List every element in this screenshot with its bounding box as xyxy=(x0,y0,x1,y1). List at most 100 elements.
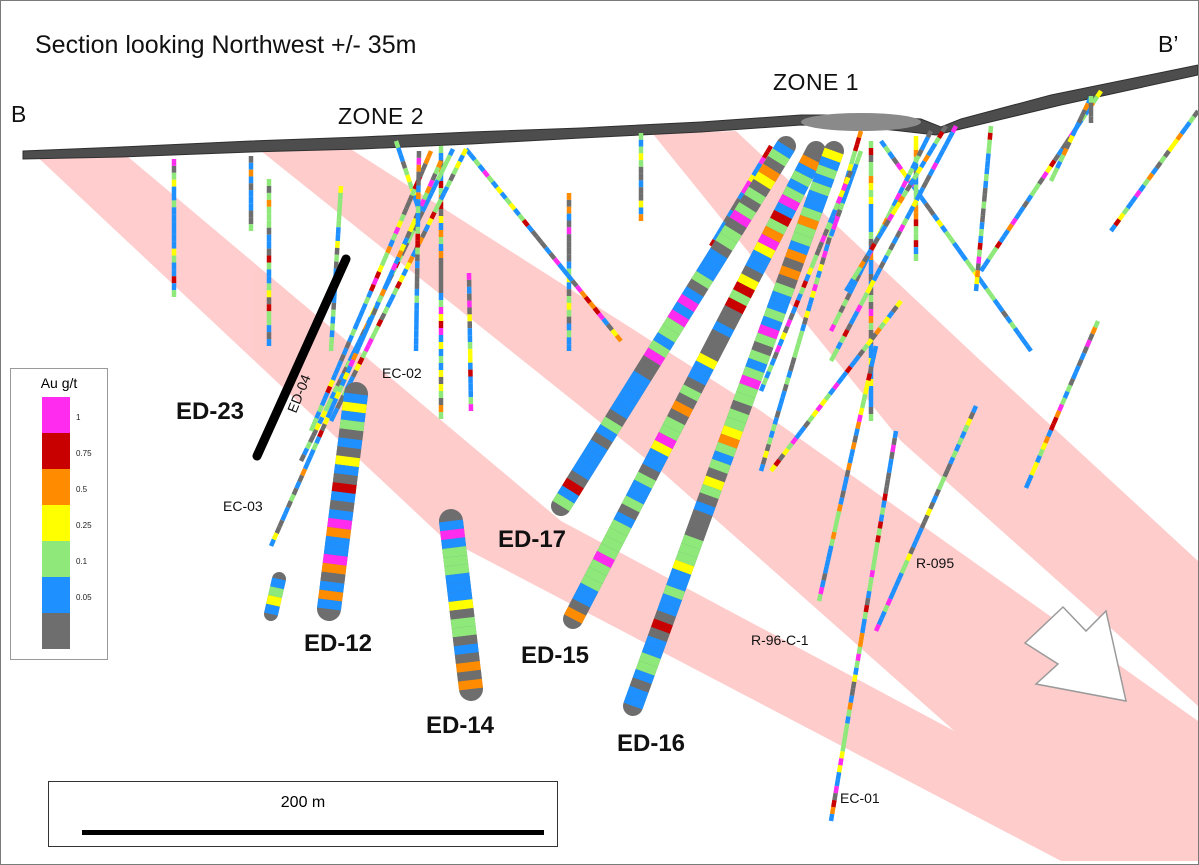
legend-swatch xyxy=(42,397,70,433)
drill-trace-interval xyxy=(862,611,869,620)
drill-trace-interval xyxy=(840,370,849,380)
drill-trace-interval xyxy=(407,194,414,203)
drill-trace-interval xyxy=(330,372,338,381)
drill-core-interval xyxy=(794,162,817,180)
drill-trace-interval xyxy=(916,527,924,536)
drill-trace-interval xyxy=(850,279,859,289)
drill-trace-interval xyxy=(291,487,299,496)
drill-trace-interval xyxy=(405,235,413,244)
drill-trace-interval xyxy=(855,653,862,662)
drill-trace-interval xyxy=(1032,461,1040,470)
drill-trace-interval xyxy=(885,597,893,607)
drill-trace-interval xyxy=(811,409,819,418)
drill-core-interval xyxy=(644,635,667,651)
drill-trace-interval xyxy=(855,421,862,430)
drill-trace-interval xyxy=(1044,165,1053,174)
drill-core-interval xyxy=(765,217,788,235)
drill-core-interval xyxy=(439,519,464,532)
drill-core-interval xyxy=(342,392,368,405)
drill-trace-interval xyxy=(865,285,873,295)
drill-trace-interval xyxy=(871,273,880,282)
drill-core-ed16 xyxy=(623,141,844,716)
drill-trace-interval xyxy=(857,267,865,276)
drill-core-interval xyxy=(662,316,685,336)
drill-trace-interval xyxy=(1067,134,1075,144)
drill-trace-interval xyxy=(400,160,408,169)
drill-trace-interval xyxy=(521,218,530,228)
drill-trace-interval xyxy=(983,173,989,182)
drill-core-interval xyxy=(815,164,838,180)
drill-trace-interval xyxy=(1008,321,1017,330)
drill-trace-interval xyxy=(829,806,836,815)
drill-trace-interval xyxy=(356,339,364,348)
drill-trace-interval xyxy=(923,202,932,211)
drill-trace-interval xyxy=(893,578,901,587)
drill-trace-interval xyxy=(809,290,817,299)
drill-core-interval xyxy=(557,485,580,504)
drill-trace-interval xyxy=(338,394,346,404)
drill-trace-interval xyxy=(934,155,942,165)
drill-trace-interval xyxy=(900,179,909,189)
legend-swatch xyxy=(42,541,70,577)
drill-trace-interval xyxy=(833,517,840,526)
drill-trace-interval xyxy=(817,263,824,272)
drill-core-interval xyxy=(662,416,685,434)
drill-trace-interval xyxy=(888,204,896,214)
drill-trace-interval xyxy=(826,552,832,561)
drill-trace-interval xyxy=(283,506,291,515)
drill-trace-interval xyxy=(433,166,441,175)
drill-trace-interval xyxy=(919,160,927,169)
drill-trace-interval xyxy=(1073,365,1081,374)
drill-trace-interval xyxy=(897,195,906,204)
drill-trace-interval xyxy=(777,338,785,347)
drill-core-interval xyxy=(454,652,480,664)
drill-trace-interval xyxy=(953,443,961,452)
drill-trace-interval xyxy=(1113,218,1122,227)
drill-core-interval xyxy=(625,487,648,505)
drill-core-interval xyxy=(327,517,353,530)
drill-trace-interval xyxy=(574,284,583,294)
drill-trace-interval xyxy=(992,298,1001,307)
drill-trace-interval xyxy=(772,417,779,425)
drill-trace-interval xyxy=(985,160,991,168)
drill-core-interval xyxy=(337,437,363,450)
drill-core-interval xyxy=(458,678,483,691)
drill-core-interval xyxy=(340,410,366,423)
drill-trace-interval xyxy=(948,236,956,245)
drill-trace-interval xyxy=(858,298,866,307)
drill-trace-interval xyxy=(401,268,409,277)
drill-trace-interval xyxy=(308,435,316,444)
drill-trace-interval xyxy=(887,458,894,467)
drill-trace-interval xyxy=(950,124,958,134)
drill-core-interval xyxy=(657,601,679,617)
drill-trace-interval xyxy=(910,161,918,170)
drill-trace-interval xyxy=(922,514,930,523)
drill-trace-interval xyxy=(390,232,398,241)
drill-core-interval xyxy=(705,467,728,483)
drill-trace-interval xyxy=(325,385,333,394)
drill-trace-interval xyxy=(388,239,395,248)
drill-trace-interval xyxy=(468,153,477,162)
drill-trace-interval xyxy=(832,381,840,391)
drill-trace-interval xyxy=(426,191,434,200)
drill-trace-interval xyxy=(372,325,381,334)
drill-trace-interval xyxy=(956,247,964,256)
hole-label-ed16: ED-16 xyxy=(617,730,686,757)
drill-trace-interval xyxy=(369,331,377,340)
drill-trace-interval xyxy=(788,312,795,321)
drill-trace-interval xyxy=(1117,212,1126,221)
drill-trace-interval xyxy=(863,604,870,613)
drill-core-interval xyxy=(456,669,482,682)
drill-trace-interval xyxy=(986,146,992,154)
drill-trace-interval xyxy=(423,197,431,207)
drill-core-interval xyxy=(268,586,284,599)
drill-core-interval xyxy=(455,661,481,673)
drill-trace-interval xyxy=(382,251,390,261)
drill-trace-interval xyxy=(314,436,322,445)
drill-trace-interval xyxy=(879,507,886,515)
drill-core-interval xyxy=(691,360,714,378)
drill-core-interval xyxy=(745,257,768,275)
hole-label-ec01: EC-01 xyxy=(840,790,880,806)
drill-trace-interval xyxy=(552,257,561,266)
drill-trace-interval xyxy=(931,495,939,504)
